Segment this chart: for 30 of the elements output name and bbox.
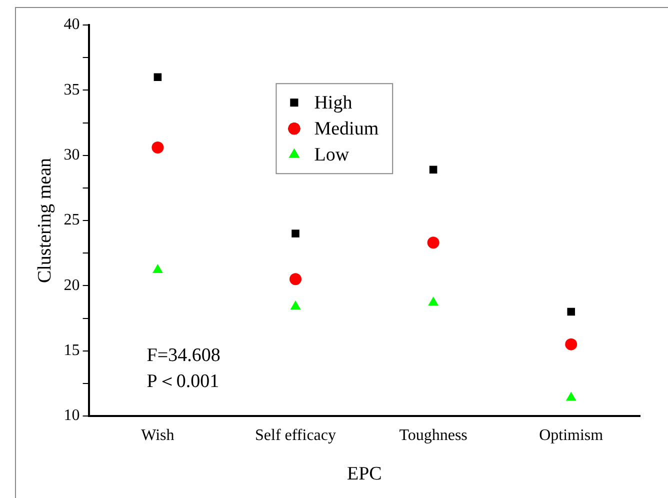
point [154, 73, 162, 82]
point [429, 166, 438, 174]
point [566, 392, 576, 401]
point [565, 338, 578, 350]
legend-label: High [314, 92, 353, 114]
x-tick-label: Self efficacy [255, 426, 336, 444]
annotation: F=34.608 [146, 345, 220, 366]
y-tick-label: 10 [64, 407, 80, 424]
point [428, 296, 438, 306]
y-tick-label: 40 [64, 16, 80, 34]
legend-label: Low [314, 144, 350, 166]
x-tick-label: Toughness [399, 426, 468, 444]
point [427, 236, 440, 249]
y-tick-label: 20 [64, 276, 80, 294]
point [567, 308, 575, 316]
point [290, 273, 302, 286]
point [152, 264, 163, 274]
y-tick-label: 25 [64, 212, 80, 229]
point [152, 142, 164, 154]
annotation: P＜0.001 [146, 371, 220, 392]
point [290, 300, 301, 310]
legend-label: Medium [314, 118, 379, 140]
y-tick-label: 30 [64, 146, 80, 164]
x-axis-title: EPC [346, 464, 382, 485]
point [292, 230, 300, 238]
y-tick-label: 15 [64, 342, 80, 360]
y-axis-title: Clustering mean [34, 157, 56, 284]
x-tick-label: Wish [141, 426, 174, 444]
x-tick-label: Optimism [539, 426, 604, 444]
y-tick-label: 35 [64, 81, 80, 98]
